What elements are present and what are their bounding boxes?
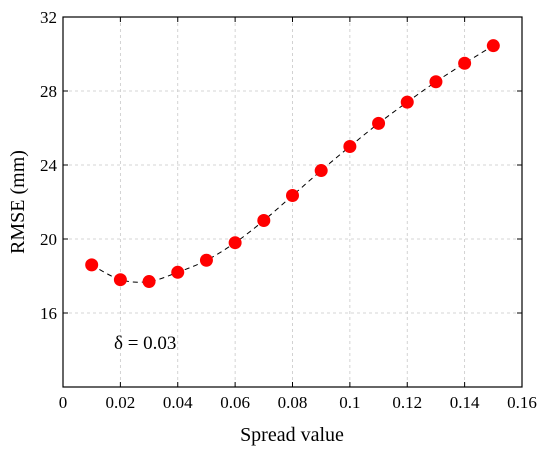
data-point xyxy=(314,164,328,178)
data-point xyxy=(286,189,299,203)
y-axis-title: RMSE (mm) xyxy=(7,150,29,254)
y-tick-label: 16 xyxy=(40,304,57,323)
x-tick-label: 0.04 xyxy=(163,393,193,412)
x-tick-label: 0.1 xyxy=(339,393,360,412)
x-tick-label: 0.12 xyxy=(392,393,422,412)
x-tick-label: 0.02 xyxy=(106,393,136,412)
axis-ticks xyxy=(62,16,523,387)
data-point xyxy=(142,275,156,289)
series-points xyxy=(85,39,500,289)
x-tick-label: 0.14 xyxy=(450,393,480,412)
data-point xyxy=(486,39,500,53)
data-point xyxy=(113,273,127,287)
data-point xyxy=(458,56,472,70)
data-point xyxy=(199,253,213,267)
y-tick-label: 24 xyxy=(40,156,58,175)
x-tick-label: 0.06 xyxy=(220,393,250,412)
x-axis-title: Spread value xyxy=(240,424,344,446)
grid-lines xyxy=(63,17,522,387)
x-tick-labels: 0 0.02 0.04 0.06 0.08 0.1 0.12 0.14 0.16 xyxy=(59,393,537,412)
data-point xyxy=(228,236,242,250)
data-point xyxy=(171,265,185,279)
data-point xyxy=(343,140,357,153)
data-point xyxy=(85,258,99,272)
y-tick-labels: 16 20 24 28 32 xyxy=(40,8,58,323)
x-tick-label: 0.16 xyxy=(507,393,537,412)
y-tick-label: 28 xyxy=(40,82,57,101)
x-tick-label: 0.08 xyxy=(278,393,308,412)
data-point xyxy=(400,95,414,109)
data-point xyxy=(257,214,271,227)
y-tick-label: 32 xyxy=(40,8,57,27)
y-tick-label: 20 xyxy=(40,230,57,249)
data-point xyxy=(372,116,386,130)
x-tick-label: 0 xyxy=(59,393,68,412)
data-point xyxy=(429,75,443,89)
optimum-annotation: δ = 0.03 xyxy=(114,333,176,354)
